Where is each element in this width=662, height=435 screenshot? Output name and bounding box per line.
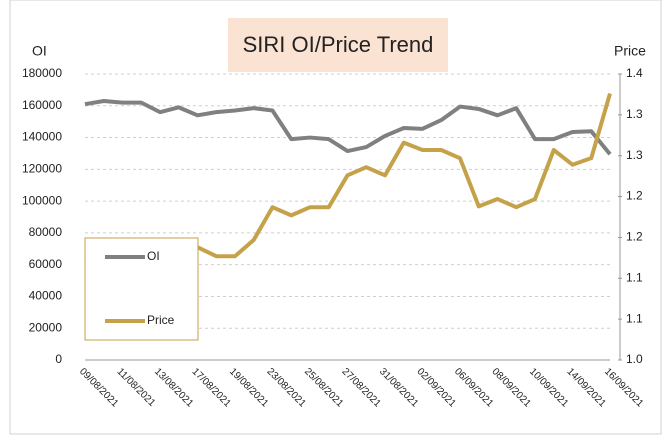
x-tick-label: 23/08/2021 xyxy=(265,366,308,409)
x-tick-label: 13/08/2021 xyxy=(152,366,195,409)
y2-tick-label: 1.3 xyxy=(626,107,643,121)
x-tick-label: 06/09/2021 xyxy=(452,366,495,409)
x-tick-label: 16/09/2021 xyxy=(602,366,645,409)
y-tick-label: 80000 xyxy=(29,225,63,239)
x-tick-label: 02/09/2021 xyxy=(415,366,458,409)
y-tick-label: 60000 xyxy=(29,257,63,271)
y-tick-label: 140000 xyxy=(22,130,62,144)
y2-tick-label: 1.4 xyxy=(626,66,643,80)
title-box xyxy=(228,18,448,72)
x-tick-label: 19/08/2021 xyxy=(227,366,270,409)
y2-tick-label: 1.1 xyxy=(626,311,643,325)
y2-tick-label: 1.0 xyxy=(626,352,643,366)
x-tick-label: 17/08/2021 xyxy=(190,366,233,409)
legend-label: Price xyxy=(147,313,175,327)
y-tick-label: 40000 xyxy=(29,289,63,303)
y-tick-label: 180000 xyxy=(22,66,62,80)
x-tick-label: 14/09/2021 xyxy=(565,366,608,409)
x-tick-label: 11/08/2021 xyxy=(115,366,158,409)
y-axis-label: OI xyxy=(32,43,47,59)
x-tick-label: 08/09/2021 xyxy=(490,366,533,409)
x-tick-label: 10/09/2021 xyxy=(527,366,570,409)
series-line xyxy=(84,99,612,156)
legend-label: OI xyxy=(147,249,160,263)
y-tick-label: 0 xyxy=(55,352,62,366)
y-tick-label: 160000 xyxy=(22,98,62,112)
x-tick-label: 27/08/2021 xyxy=(340,366,383,409)
y-tick-label: 20000 xyxy=(29,320,63,334)
chart-title: SIRI OI/Price Trend xyxy=(243,32,434,57)
y2-tick-label: 1.1 xyxy=(626,270,643,284)
y2-tick-label: 1.2 xyxy=(626,189,643,203)
y2-tick-label: 1.3 xyxy=(626,148,643,162)
y2-axis-label: Price xyxy=(614,43,646,59)
y-tick-label: 120000 xyxy=(22,162,62,176)
y-tick-label: 100000 xyxy=(22,193,62,207)
legend-box xyxy=(84,237,199,341)
y2-tick-label: 1.2 xyxy=(626,230,643,244)
x-tick-label: 25/08/2021 xyxy=(302,366,345,409)
x-tick-label: 09/08/2021 xyxy=(77,366,120,409)
x-tick-label: 31/08/2021 xyxy=(377,366,420,409)
frame xyxy=(9,0,662,435)
